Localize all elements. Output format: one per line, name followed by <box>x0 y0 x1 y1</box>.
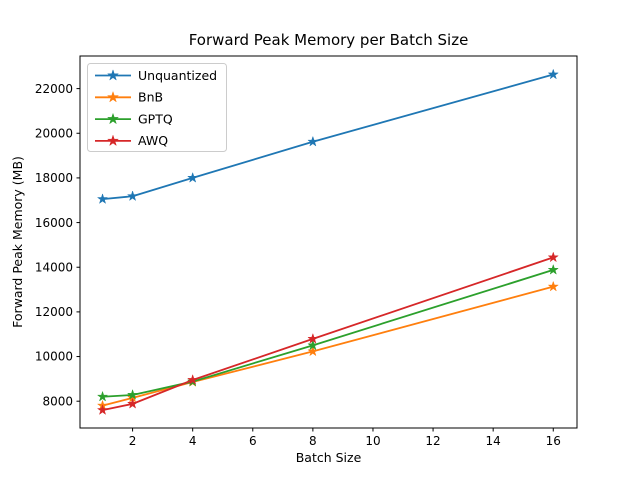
series-marker-gptq <box>547 263 559 275</box>
series-marker-unquantized <box>186 171 199 183</box>
series-marker-bnb <box>307 345 319 357</box>
x-axis-label: Batch Size <box>296 450 362 465</box>
series-marker-unquantized <box>126 190 139 202</box>
series-marker-unquantized <box>96 193 109 204</box>
x-tick-label: 10 <box>365 434 380 448</box>
y-tick-label: 16000 <box>35 216 73 230</box>
legend-marker-sample <box>106 90 120 103</box>
y-tick-label: 18000 <box>35 171 73 185</box>
x-tick-label: 12 <box>425 434 440 448</box>
legend-entry: Unquantized <box>95 68 217 83</box>
legend-marker-sample <box>106 134 120 147</box>
series-marker-awq <box>126 397 139 409</box>
x-tick-label: 14 <box>486 434 501 448</box>
series-marker-unquantized <box>307 135 319 147</box>
legend-label: AWQ <box>138 133 168 148</box>
y-axis-label: Forward Peak Memory (MB) <box>10 156 25 328</box>
chart-title: Forward Peak Memory per Batch Size <box>189 31 469 49</box>
series-marker-awq <box>96 404 109 415</box>
series-marker-gptq <box>126 388 139 400</box>
axes-frame <box>79 55 578 429</box>
series-marker-unquantized <box>547 68 559 80</box>
series-marker-bnb <box>547 280 559 292</box>
x-tick-label: 4 <box>189 434 197 448</box>
y-tick-label: 22000 <box>35 82 73 96</box>
series-marker-gptq <box>307 339 319 351</box>
series-marker-awq <box>186 373 199 385</box>
legend-marker-sample <box>106 112 120 125</box>
legend-entry: GPTQ <box>95 111 173 126</box>
legend-entry: BnB <box>95 90 163 105</box>
series-marker-gptq <box>96 390 109 402</box>
legend-box <box>87 63 227 152</box>
legend-label: Unquantized <box>138 68 217 83</box>
x-tick-label: 16 <box>546 434 561 448</box>
legend-label: BnB <box>138 90 163 105</box>
series-marker-awq <box>307 332 319 344</box>
legend-entry: AWQ <box>95 133 168 148</box>
x-tick-label: 2 <box>129 434 137 448</box>
y-tick-label: 20000 <box>35 126 73 140</box>
y-tick-label: 8000 <box>42 394 73 408</box>
series-marker-awq <box>547 251 559 263</box>
legend-label: GPTQ <box>138 111 173 126</box>
y-tick-label: 12000 <box>35 305 73 319</box>
x-tick-label: 8 <box>309 434 317 448</box>
legend: Unquantized BnB GPTQ AWQ <box>87 63 227 152</box>
legend-marker-sample <box>106 69 120 81</box>
y-tick-label: 14000 <box>35 260 73 274</box>
x-tick-label: 6 <box>249 434 257 448</box>
y-tick-label: 10000 <box>35 350 73 364</box>
